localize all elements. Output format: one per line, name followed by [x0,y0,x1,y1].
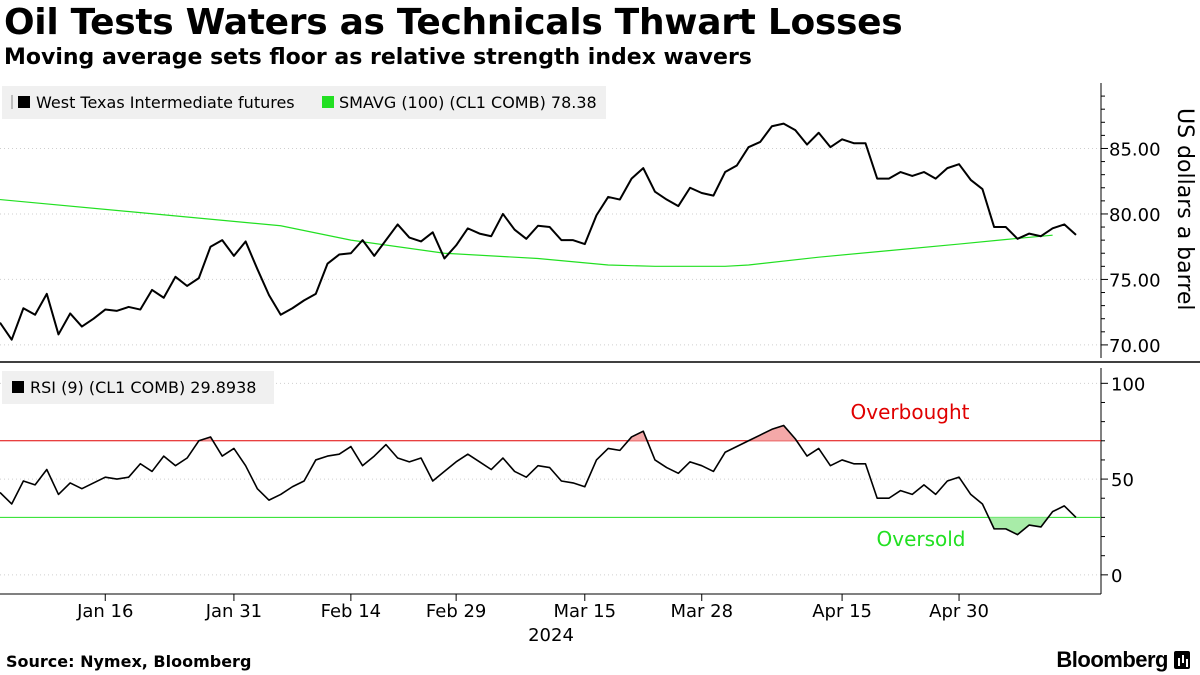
price-y-tick-label: 80.00 [1109,205,1161,226]
rsi-y-tick-label: 0 [1111,566,1122,587]
brand-chart-icon [1174,651,1190,669]
x-tick-label: Mar 15 [553,601,616,622]
chart-title: Oil Tests Waters as Technicals Thwart Lo… [4,2,903,43]
rsi-legend: RSI (9) (CL1 COMB) 29.8938 [2,371,274,404]
oversold-label: Oversold [876,527,965,551]
overbought-fill [748,425,797,441]
brand-name: Bloomberg [1056,647,1168,672]
rsi-line [0,424,1077,536]
x-tick-label: Feb 14 [321,601,382,622]
overbought-label: Overbought [851,400,970,424]
x-tick-label: Feb 29 [426,601,487,622]
legend-swatch-price [18,96,30,108]
rsi-y-tick-label: 100 [1111,374,1145,395]
brand-logo: Bloomberg [1056,647,1190,673]
chart-subtitle: Moving average sets floor as relative st… [4,45,752,70]
legend-label-rsi: RSI (9) (CL1 COMB) 29.8938 [30,378,256,397]
price-y-tick-label: 75.00 [1109,270,1161,291]
price-legend: West Texas Intermediate futures SMAVG (10… [2,86,606,119]
x-axis-year-label: 2024 [528,625,574,646]
price-y-tick-label: 70.00 [1109,336,1161,357]
price-legend-bg [2,86,606,119]
rsi-y-tick-label: 50 [1111,470,1134,491]
x-tick-label: Jan 31 [205,601,262,622]
source-note: Source: Nymex, Bloomberg [6,652,252,671]
legend-swatch-sma [322,96,334,108]
legend-label-sma: SMAVG (100) (CL1 COMB) 78.38 [339,93,597,112]
rsi-legend-bg [2,371,274,404]
price-y-axis-label: US dollars a barrel [1172,108,1197,310]
overbought-fill [628,431,648,441]
sma-line [0,198,1053,267]
price-y-tick-label: 85.00 [1109,139,1161,160]
x-tick-label: Apr 30 [929,601,989,622]
oversold-fill [988,517,1049,535]
legend-label-price: West Texas Intermediate futures [36,93,295,112]
price-line [0,122,1077,341]
x-tick-label: Mar 28 [670,601,733,622]
x-tick-label: Apr 15 [812,601,872,622]
x-tick-label: Jan 16 [76,601,133,622]
legend-swatch-rsi [12,381,24,393]
